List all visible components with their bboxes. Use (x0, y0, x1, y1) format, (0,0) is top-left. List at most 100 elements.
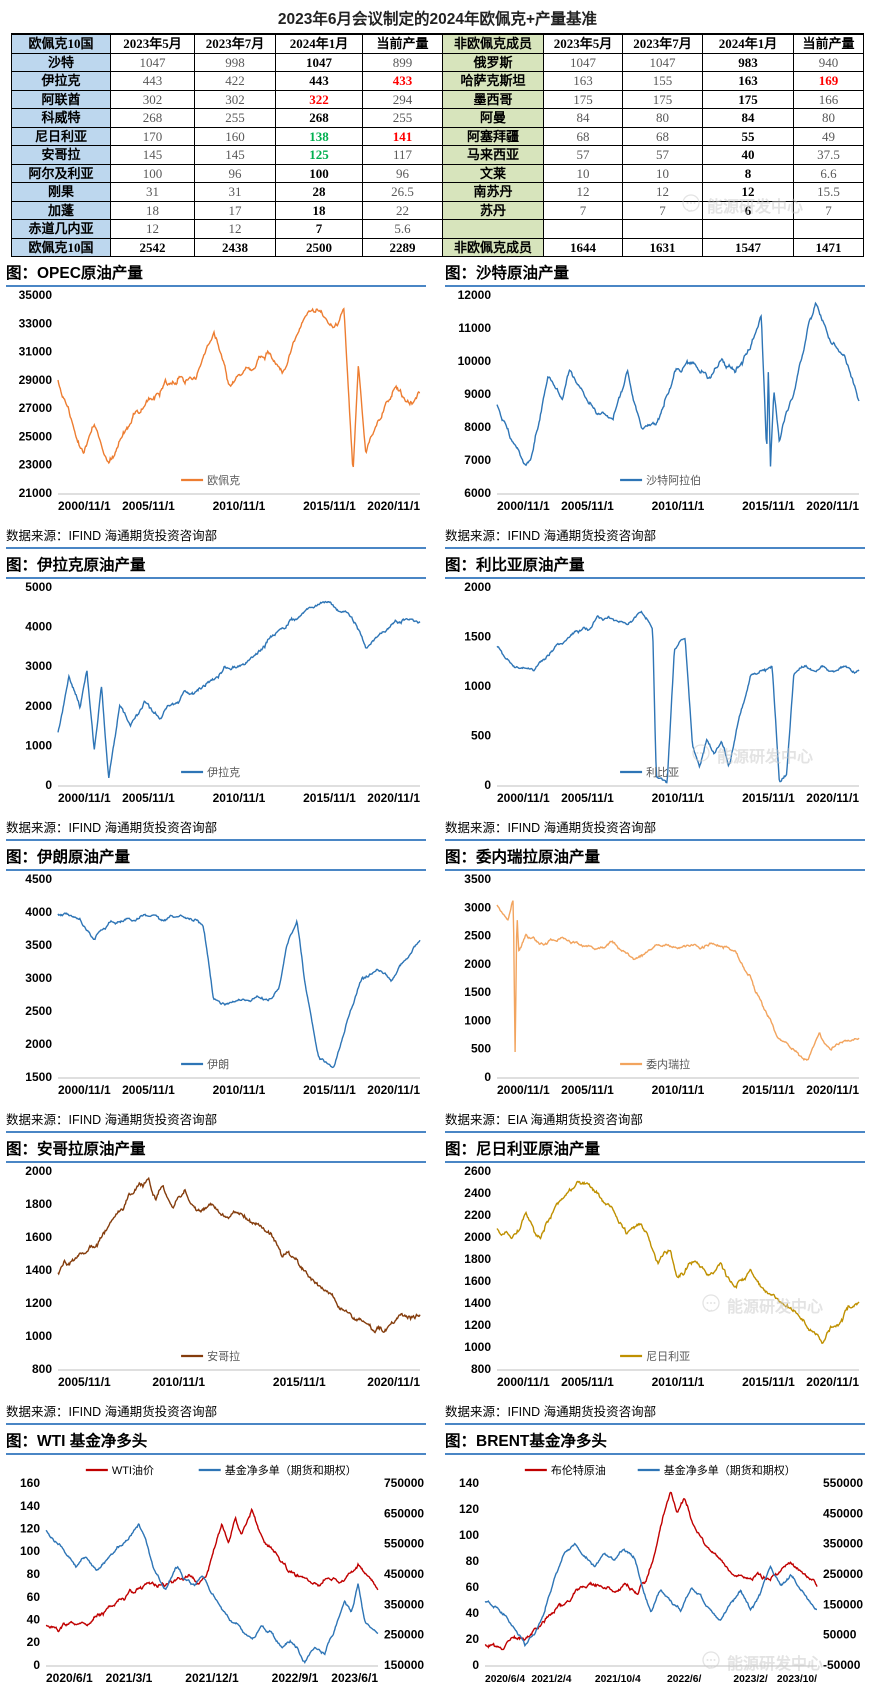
svg-text:21000: 21000 (19, 486, 53, 500)
svg-text:650000: 650000 (384, 1506, 424, 1520)
svg-text:3500: 3500 (25, 938, 52, 952)
svg-text:1800: 1800 (25, 1197, 52, 1211)
svg-text:3000: 3000 (25, 659, 52, 673)
svg-text:2022/9/1: 2022/9/1 (272, 1671, 319, 1685)
svg-text:欧佩克: 欧佩克 (207, 473, 240, 487)
svg-text:7000: 7000 (464, 453, 491, 467)
svg-text:3500: 3500 (464, 874, 491, 886)
svg-text:60: 60 (466, 1580, 480, 1594)
svg-text:1000: 1000 (25, 1329, 52, 1343)
svg-text:2000/11/1: 2000/11/1 (497, 791, 550, 805)
svg-text:安哥拉: 安哥拉 (207, 1349, 240, 1363)
svg-text:8000: 8000 (464, 420, 491, 434)
svg-text:2021/2/4: 2021/2/4 (531, 1674, 571, 1685)
svg-text:2005/11/1: 2005/11/1 (58, 1375, 111, 1389)
svg-text:3000: 3000 (464, 900, 491, 914)
svg-text:9000: 9000 (464, 387, 491, 401)
svg-text:-50000: -50000 (823, 1658, 861, 1672)
svg-text:29000: 29000 (19, 373, 53, 387)
svg-text:2000: 2000 (25, 1037, 52, 1051)
svg-text:350000: 350000 (823, 1537, 863, 1551)
svg-text:伊拉克: 伊拉克 (207, 765, 240, 779)
svg-text:WTI油价: WTI油价 (112, 1463, 154, 1477)
svg-text:800: 800 (32, 1362, 52, 1376)
svg-text:2015/11/1: 2015/11/1 (303, 791, 356, 805)
svg-text:2020/6/1: 2020/6/1 (46, 1671, 93, 1685)
svg-text:4000: 4000 (25, 905, 52, 919)
svg-text:基金净多单（期货和期权）: 基金净多单（期货和期权） (225, 1463, 357, 1477)
svg-text:2020/11/1: 2020/11/1 (806, 791, 859, 805)
svg-text:2005/11/1: 2005/11/1 (561, 1375, 614, 1389)
svg-text:2010/11/1: 2010/11/1 (213, 791, 266, 805)
svg-text:2010/11/1: 2010/11/1 (213, 1083, 266, 1097)
svg-text:150000: 150000 (384, 1658, 424, 1672)
svg-text:2010/11/1: 2010/11/1 (652, 1375, 705, 1389)
svg-text:4000: 4000 (25, 620, 52, 634)
svg-text:2020/11/1: 2020/11/1 (806, 499, 859, 513)
svg-text:2000: 2000 (464, 1230, 491, 1244)
svg-text:250000: 250000 (823, 1567, 863, 1581)
svg-text:2020/11/1: 2020/11/1 (367, 1375, 420, 1389)
svg-text:160: 160 (20, 1476, 40, 1490)
svg-text:40: 40 (466, 1606, 480, 1620)
svg-text:2022/6/: 2022/6/ (667, 1674, 701, 1685)
svg-text:120: 120 (459, 1502, 479, 1516)
svg-text:1200: 1200 (464, 1318, 491, 1332)
svg-text:6000: 6000 (464, 486, 491, 500)
svg-text:0: 0 (472, 1658, 479, 1672)
svg-text:2020/11/1: 2020/11/1 (367, 1083, 420, 1097)
svg-text:2500: 2500 (25, 1004, 52, 1018)
svg-text:2010/11/1: 2010/11/1 (652, 791, 705, 805)
svg-text:40: 40 (27, 1613, 41, 1627)
svg-text:20: 20 (27, 1635, 41, 1649)
svg-text:2020/6/4: 2020/6/4 (485, 1674, 525, 1685)
svg-text:2015/11/1: 2015/11/1 (303, 1083, 356, 1097)
svg-text:23000: 23000 (19, 458, 53, 472)
svg-text:1800: 1800 (464, 1252, 491, 1266)
svg-text:2000: 2000 (25, 1166, 52, 1178)
svg-text:1600: 1600 (25, 1230, 52, 1244)
svg-text:2021/12/1: 2021/12/1 (185, 1671, 239, 1685)
svg-text:委内瑞拉: 委内瑞拉 (646, 1057, 690, 1071)
svg-text:11000: 11000 (458, 321, 491, 335)
svg-text:12000: 12000 (458, 290, 492, 302)
svg-text:2015/11/1: 2015/11/1 (742, 499, 795, 513)
svg-text:31000: 31000 (19, 345, 53, 359)
svg-text:2600: 2600 (464, 1166, 491, 1178)
svg-text:2000/11/1: 2000/11/1 (497, 499, 550, 513)
svg-text:1600: 1600 (464, 1274, 491, 1288)
svg-text:60: 60 (27, 1590, 41, 1604)
svg-text:500: 500 (471, 729, 491, 743)
svg-text:550000: 550000 (384, 1537, 424, 1551)
svg-text:140: 140 (20, 1499, 40, 1513)
svg-text:2005/11/1: 2005/11/1 (561, 499, 614, 513)
svg-text:2010/11/1: 2010/11/1 (652, 499, 705, 513)
svg-text:1400: 1400 (464, 1296, 491, 1310)
svg-text:500: 500 (471, 1042, 491, 1056)
svg-text:2020/11/1: 2020/11/1 (806, 1083, 859, 1097)
svg-text:2015/11/1: 2015/11/1 (742, 1083, 795, 1097)
svg-text:2010/11/1: 2010/11/1 (652, 1083, 705, 1097)
svg-text:27000: 27000 (19, 401, 53, 415)
svg-text:2015/11/1: 2015/11/1 (742, 791, 795, 805)
svg-text:2000: 2000 (25, 699, 52, 713)
svg-text:2021/3/1: 2021/3/1 (106, 1671, 153, 1685)
svg-text:0: 0 (45, 778, 52, 792)
svg-text:0: 0 (484, 778, 491, 792)
svg-text:2023/6/1: 2023/6/1 (331, 1671, 378, 1685)
svg-text:550000: 550000 (823, 1476, 863, 1490)
svg-text:2400: 2400 (464, 1186, 491, 1200)
svg-text:2020/11/1: 2020/11/1 (367, 791, 420, 805)
svg-text:伊朗: 伊朗 (207, 1058, 229, 1071)
svg-text:150000: 150000 (823, 1597, 863, 1611)
svg-text:100: 100 (20, 1544, 40, 1558)
svg-text:20: 20 (466, 1632, 480, 1646)
svg-text:1500: 1500 (464, 985, 491, 999)
svg-text:1000: 1000 (464, 1013, 491, 1027)
svg-text:2020/11/1: 2020/11/1 (367, 499, 420, 513)
svg-text:450000: 450000 (823, 1506, 863, 1520)
svg-text:35000: 35000 (19, 290, 53, 302)
svg-text:350000: 350000 (384, 1597, 424, 1611)
svg-text:3000: 3000 (25, 971, 52, 985)
svg-text:10000: 10000 (458, 354, 492, 368)
